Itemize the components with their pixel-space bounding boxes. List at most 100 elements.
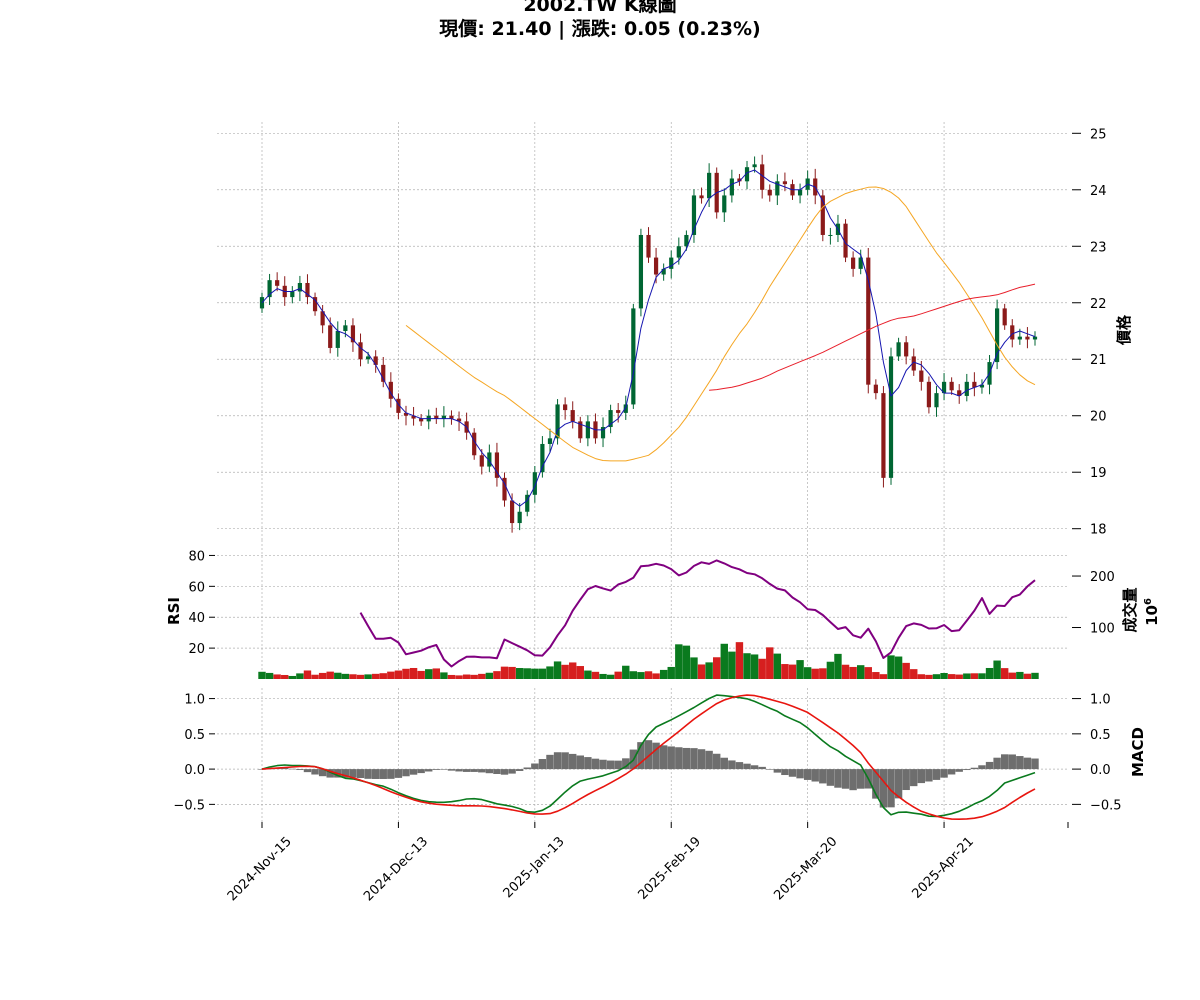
- candle-body: [722, 195, 727, 213]
- candle-body: [373, 356, 378, 365]
- macd-histogram-bar: [758, 766, 766, 770]
- candle-body: [972, 381, 977, 388]
- volume-scale-base: 10: [1143, 605, 1161, 626]
- macd-histogram-bar: [773, 769, 782, 773]
- candle-body: [843, 223, 848, 258]
- volume-bar: [720, 643, 728, 679]
- macd-histogram-bar: [576, 755, 584, 770]
- candle-body: [441, 415, 446, 419]
- volume-bar: [561, 664, 569, 679]
- candle-body: [888, 356, 894, 478]
- candle-body: [616, 410, 621, 413]
- ma-mid-line: [405, 186, 1036, 462]
- volume-bar: [894, 656, 903, 679]
- macd-histogram-bar: [644, 740, 653, 770]
- macd-histogram-bar: [569, 753, 577, 770]
- macd-histogram-bar: [387, 769, 395, 779]
- macd-histogram-bar: [872, 769, 880, 799]
- volume-bar: [985, 667, 994, 679]
- volume-bar: [379, 673, 387, 679]
- macd-line: [261, 694, 1036, 818]
- volume-bar: [334, 672, 342, 679]
- macd-histogram-bar: [500, 769, 509, 775]
- candle-body: [995, 308, 1000, 363]
- x-tick-label: 2025-Jan-13: [501, 834, 568, 901]
- volume-bar: [515, 668, 524, 679]
- macd-histogram-bar: [531, 763, 539, 770]
- price-tick-label: 25: [1090, 127, 1107, 142]
- price-tick-label: 18: [1090, 523, 1107, 538]
- volume-bar: [629, 671, 638, 679]
- candle-body: [752, 164, 757, 168]
- price-tick-label: 20: [1090, 410, 1107, 425]
- volume-bar: [872, 672, 880, 679]
- candle-body: [396, 398, 401, 413]
- macd-histogram-bar: [296, 769, 304, 771]
- volume-tick-label: 200: [1090, 570, 1115, 585]
- rsi-axis-label: RSI: [165, 597, 183, 625]
- macd-histogram-bar: [288, 768, 297, 770]
- macd-histogram-bar: [963, 769, 971, 771]
- candle-body: [419, 418, 424, 422]
- candle-body: [979, 384, 985, 388]
- macd-histogram-bar: [364, 769, 372, 779]
- macd-histogram-bar: [432, 769, 441, 770]
- volume-bar: [606, 674, 615, 679]
- volume-bar: [349, 674, 357, 679]
- candle-body: [411, 415, 416, 419]
- volume-bar: [978, 673, 986, 679]
- macd-histogram-bar: [455, 769, 463, 772]
- macd-histogram-bar: [394, 769, 403, 778]
- macd-histogram-bar: [826, 769, 835, 786]
- candle-body: [608, 410, 613, 428]
- candle-body: [1032, 336, 1038, 340]
- macd-histogram-bar: [728, 760, 736, 770]
- candle-body: [555, 404, 560, 439]
- candle-body: [267, 280, 272, 298]
- x-tick-label: 2025-Feb-19: [635, 834, 704, 903]
- volume-bar: [955, 674, 963, 679]
- macd-histogram-bar: [766, 769, 774, 770]
- volume-bar: [394, 670, 403, 679]
- volume-bar: [773, 653, 782, 679]
- macd-histogram-bar: [970, 767, 979, 770]
- macd-histogram-bar: [417, 769, 425, 774]
- volume-bar: [318, 672, 327, 679]
- ma-long-line: [709, 283, 1036, 391]
- candle-body: [896, 342, 901, 357]
- volume-bar: [940, 673, 948, 679]
- candle-body: [873, 384, 878, 394]
- macd-histogram-bar: [485, 769, 494, 774]
- candle-body: [866, 257, 871, 385]
- candle-body: [646, 234, 651, 258]
- candle-body: [388, 381, 393, 399]
- volume-bar: [925, 674, 933, 679]
- macd-histogram-bar: [379, 769, 387, 779]
- volume-bar: [887, 655, 895, 679]
- candle-body: [472, 432, 477, 456]
- price-tick-label: 24: [1090, 184, 1107, 199]
- rsi-tick-label: 20: [188, 642, 205, 657]
- volume-bar: [659, 669, 668, 679]
- volume-bar: [841, 664, 850, 679]
- candle-body: [767, 189, 772, 196]
- volume-bar: [690, 657, 698, 679]
- macd-histogram-bar: [349, 769, 357, 778]
- candle-body: [449, 415, 454, 419]
- macd-left-tick-label: 0.0: [184, 763, 205, 778]
- macd-histogram-bar: [902, 769, 910, 791]
- candle-body: [525, 494, 530, 512]
- volume-bar: [970, 673, 979, 679]
- candle-body: [479, 455, 484, 467]
- macd-histogram-bar: [409, 769, 418, 775]
- volume-bar: [462, 674, 471, 679]
- macd-left-tick-label: −0.5: [173, 798, 205, 813]
- macd-histogram-bar: [834, 769, 842, 788]
- volume-bar: [303, 670, 312, 679]
- grid-layer: [217, 122, 1068, 822]
- macd-axis-label: MACD: [1129, 727, 1147, 777]
- macd-histogram-bar: [887, 769, 895, 808]
- macd-histogram-bar: [682, 747, 691, 770]
- volume-bar: [781, 664, 789, 679]
